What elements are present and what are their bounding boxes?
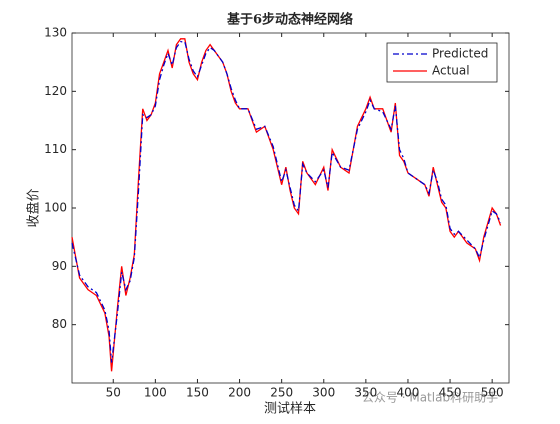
x-tick-label: 400 bbox=[397, 386, 420, 400]
plot-area bbox=[71, 32, 510, 384]
y-tick-label: 90 bbox=[52, 259, 67, 273]
y-tick-label: 130 bbox=[44, 26, 67, 40]
legend-label: Actual bbox=[432, 64, 470, 78]
x-axis-label: 测试样本 bbox=[264, 402, 316, 417]
y-tick-label: 120 bbox=[44, 84, 67, 98]
x-tick-label: 350 bbox=[354, 386, 377, 400]
x-tick-label: 250 bbox=[270, 386, 293, 400]
legend-label: Predicted bbox=[432, 47, 488, 61]
y-tick-label: 110 bbox=[44, 142, 67, 156]
y-tick-label: 80 bbox=[52, 317, 67, 331]
x-tick-label: 50 bbox=[106, 386, 121, 400]
chart-title: 基于6步动态神经网络 bbox=[226, 12, 353, 28]
x-tick-label: 500 bbox=[481, 386, 504, 400]
line-series bbox=[71, 41, 502, 363]
y-axis-label: 收盘价 bbox=[26, 188, 42, 227]
x-tick-label: 200 bbox=[228, 386, 251, 400]
y-tick-label: 100 bbox=[44, 201, 67, 215]
x-tick-label: 300 bbox=[312, 386, 335, 400]
x-tick-label: 450 bbox=[439, 386, 462, 400]
watermark: 公众号 · Matlab科研助手 bbox=[362, 391, 498, 405]
x-tick-label: 150 bbox=[186, 386, 209, 400]
x-tick-label: 100 bbox=[144, 386, 167, 400]
legend-box bbox=[386, 42, 498, 83]
